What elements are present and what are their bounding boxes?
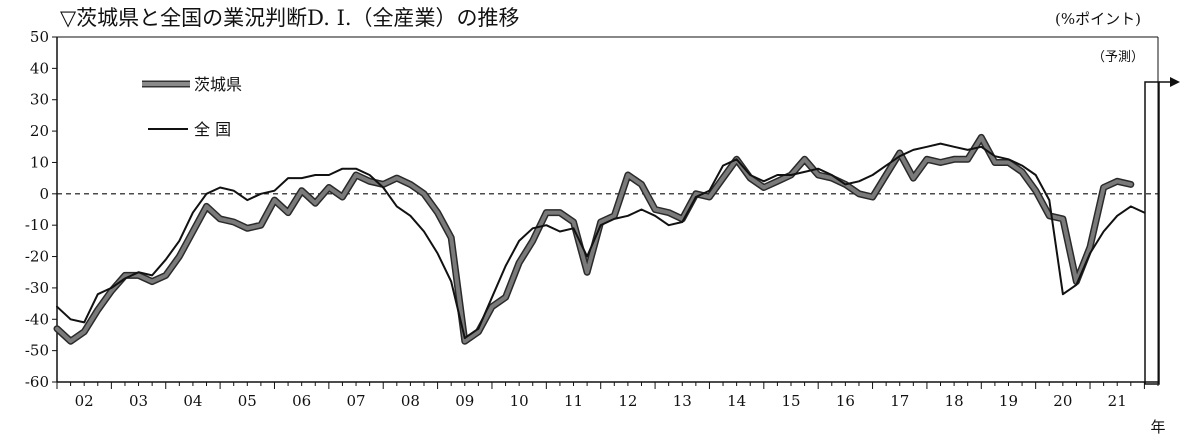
y-tick-label: 30 [30,91,49,109]
x-tick-label: 06 [292,392,311,410]
series-lines [53,133,1146,345]
y-tick-label: 10 [30,153,49,171]
x-tick-label: 05 [238,392,257,410]
chart-title: ▽茨城県と全国の業況判断D. I.（全産業）の推移 [60,6,520,30]
y-axis-unit: (%ポイント) [1055,10,1141,28]
y-tick-label: 20 [30,122,49,140]
forecast-arrow-head [1170,77,1180,87]
y-tick-label: -60 [25,373,49,391]
y-tick-label: 40 [30,59,49,77]
forecast-region: （予測） [1092,50,1180,385]
legend: 茨城県 全 国 [142,75,242,139]
y-tick-label: -20 [25,248,49,266]
axes: 50 40 30 20 10 0 -10 -20 -30 -40 -50 -60 02 03 04 05 06 0… [25,28,1159,410]
x-tick-label: 20 [1053,392,1072,410]
x-tick-label: 14 [727,392,746,410]
y-tick-label: -10 [25,216,49,234]
y-tick-label: -50 [25,342,49,360]
x-tick-label: 09 [455,392,474,410]
x-tick-label: 04 [183,392,202,410]
x-axis-unit: 年 [1150,418,1165,434]
x-tick-label: 08 [401,392,420,410]
x-tick-label: 03 [129,392,148,410]
x-tick-label: 17 [890,392,909,410]
y-tick-label: 0 [39,185,49,203]
y-tick-label: 50 [30,28,49,46]
legend-label-national: 全 国 [194,120,231,139]
series-ibaraki-line [55,135,1133,344]
x-tick-label: 15 [781,392,800,410]
x-tick-label: 21 [1108,392,1127,410]
x-tick-label: 12 [618,392,637,410]
legend-label-ibaraki: 茨城県 [194,75,242,94]
x-tick-label: 11 [564,392,583,410]
x-tick-label: 16 [836,392,855,410]
series-national-line [56,142,1146,340]
x-tick-label: 02 [75,392,94,410]
x-tick-label: 19 [999,392,1018,410]
y-tick-label: -40 [25,310,49,328]
x-tick-label: 07 [346,392,365,410]
forecast-box [1144,81,1160,385]
y-tick-label: -30 [25,279,49,297]
x-tick-label: 10 [510,392,529,410]
x-tick-label: 13 [673,392,692,410]
forecast-label: （予測） [1092,50,1144,65]
x-tick-label: 18 [945,392,964,410]
